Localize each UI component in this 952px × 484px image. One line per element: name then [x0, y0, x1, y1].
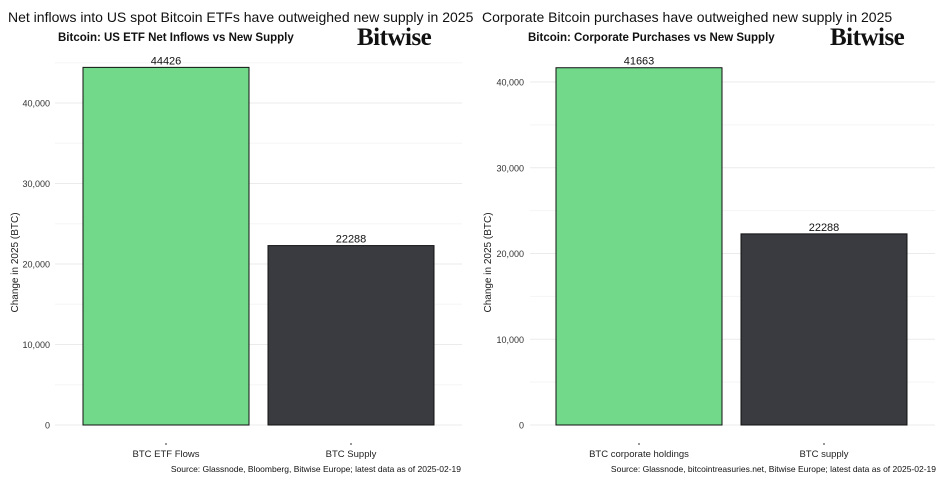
x-tick-label: BTC supply — [799, 449, 848, 460]
data-label: 44426 — [151, 55, 182, 67]
chart-title-right: Bitcoin: Corporate Purchases vs New Supp… — [528, 32, 775, 44]
y-axis-label: Change in 2025 (BTC) — [10, 212, 21, 312]
y-tick-label: 30,000 — [496, 163, 524, 173]
x-tick-label: BTC corporate holdings — [589, 449, 689, 460]
y-tick-label: 10,000 — [496, 335, 524, 345]
y-tick-label: 30,000 — [22, 179, 50, 189]
bar — [267, 245, 435, 426]
data-label: 22288 — [809, 222, 840, 234]
y-tick-label: 0 — [519, 421, 524, 431]
x-tick-label: BTC ETF Flows — [132, 449, 199, 460]
x-tick-label: BTC Supply — [326, 449, 377, 460]
bitwise-logo-left: Bitwise — [357, 24, 432, 51]
bar — [82, 66, 250, 426]
y-tick-label: 20,000 — [22, 260, 50, 270]
source-right: Source: Glassnode, bitcointreasuries.net… — [610, 464, 936, 474]
headline-left: Net inflows into US spot Bitcoin ETFs ha… — [8, 9, 474, 25]
headline-right: Corporate Bitcoin purchases have outweig… — [482, 9, 893, 25]
y-axis-label: Change in 2025 (BTC) — [483, 212, 494, 312]
chart-title-left: Bitcoin: US ETF Net Inflows vs New Suppl… — [58, 32, 294, 44]
bar — [555, 67, 723, 426]
y-tick-label: 20,000 — [496, 249, 524, 259]
data-label: 41663 — [624, 56, 655, 68]
y-tick-label: 10,000 — [22, 340, 50, 350]
data-label: 22288 — [336, 234, 367, 246]
y-tick-label: 40,000 — [496, 78, 524, 88]
y-tick-label: 40,000 — [22, 99, 50, 109]
bar — [740, 233, 908, 426]
source-left: Source: Glassnode, Bloomberg, Bitwise Eu… — [170, 464, 461, 474]
y-tick-label: 0 — [45, 421, 50, 431]
bitwise-logo-right: Bitwise — [830, 24, 905, 51]
